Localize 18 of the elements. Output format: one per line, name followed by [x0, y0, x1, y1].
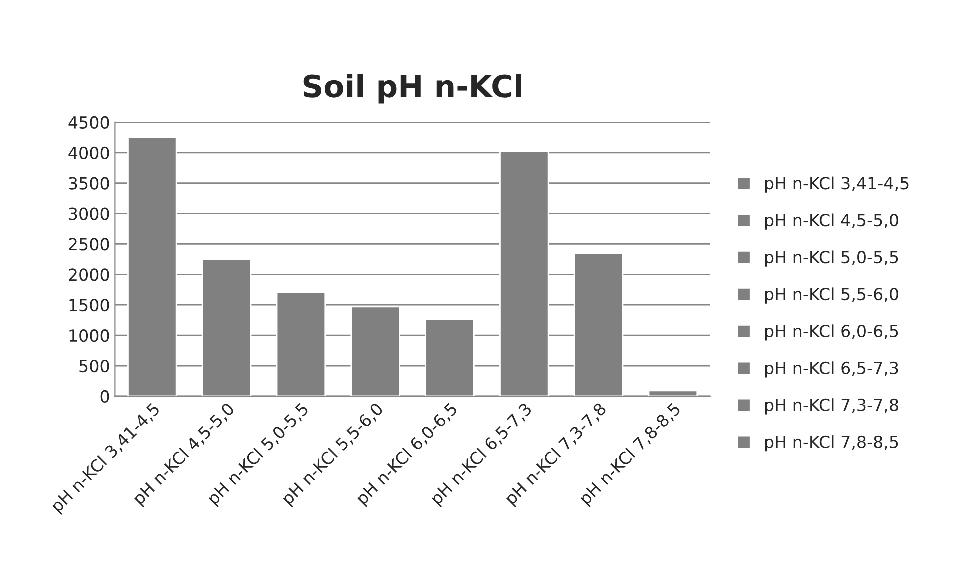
legend-label: pH n-KCl 4,5-5,0	[765, 214, 898, 230]
legend-label: pH n-KCl 6,0-6,5	[765, 324, 898, 341]
y-tick-label: 3500	[69, 177, 110, 190]
y-tick-label: 4000	[68, 146, 110, 160]
legend-label: pH n-KCl 5,5-6,0	[765, 288, 898, 304]
y-tick-label: 1500	[70, 299, 110, 312]
y-tick-label: 2500	[69, 238, 110, 251]
legend-label: pH n-KCl 7,8-8,5	[765, 436, 898, 452]
y-tick-label: 3000	[69, 208, 110, 220]
y-tick-label: 4500	[68, 116, 110, 129]
y-tick-label: 2000	[69, 268, 110, 282]
y-tick-label: 500	[80, 360, 110, 373]
chart-title: Soil pH n-KCl	[304, 74, 522, 104]
y-tick-label: 1000	[70, 330, 110, 342]
legend-label: pH n-KCl 3,41-4,5	[765, 176, 909, 193]
y-tick-label: 0	[100, 390, 110, 404]
legend-label: pH n-KCl 6,5-7,3	[765, 362, 898, 378]
legend-label: pH n-KCl 5,0-5,5	[765, 250, 898, 267]
